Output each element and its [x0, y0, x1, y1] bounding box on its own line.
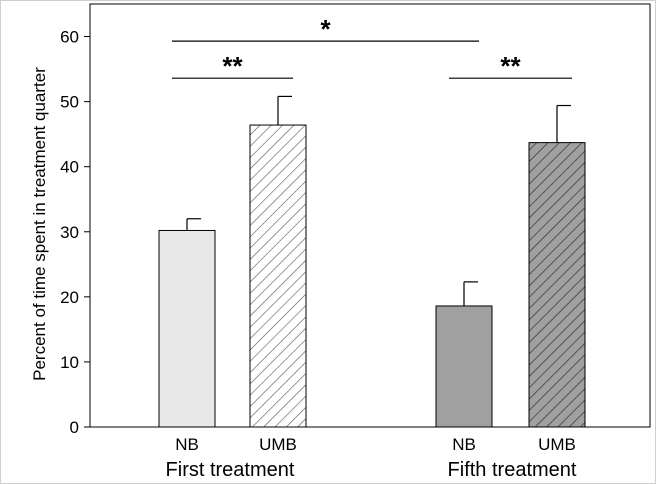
y-tick-label-20: 20: [60, 288, 79, 307]
significance-layer: ** ***: [172, 14, 572, 81]
x-category-label: UMB: [538, 435, 576, 454]
bar-fifth-treatment-nb: [435, 305, 493, 428]
x-group-label: Fifth treatment: [448, 459, 577, 481]
bar-first-treatment-umb: [249, 124, 307, 428]
x-axis-labels: NB UMB First treatment NB UMB Fifth treatment: [166, 435, 577, 481]
x-category-label: NB: [452, 435, 476, 454]
x-category-label: UMB: [259, 435, 297, 454]
significance-label-2: *: [320, 14, 331, 44]
bar-fifth-treatment-umb: [528, 142, 586, 428]
y-tick-label-50: 50: [60, 93, 79, 112]
y-tick-label-10: 10: [60, 353, 79, 372]
y-tick-label-30: 30: [60, 223, 79, 242]
y-axis: 0 10 20 30 40 50 60: [60, 28, 90, 437]
significance-label-1: **: [500, 51, 521, 81]
bar-first-treatment-nb: [158, 229, 216, 428]
x-category-label: NB: [175, 435, 199, 454]
y-tick-label-0: 0: [70, 418, 79, 437]
bars-layer: [158, 95, 586, 428]
x-group-label: First treatment: [166, 459, 295, 481]
significance-label-0: **: [222, 51, 243, 81]
y-axis-title: Percent of time spent in treatment quart…: [30, 67, 49, 381]
plot-area-frame: [89, 3, 651, 428]
y-tick-label-60: 60: [60, 28, 79, 47]
y-tick-label-40: 40: [60, 158, 79, 177]
